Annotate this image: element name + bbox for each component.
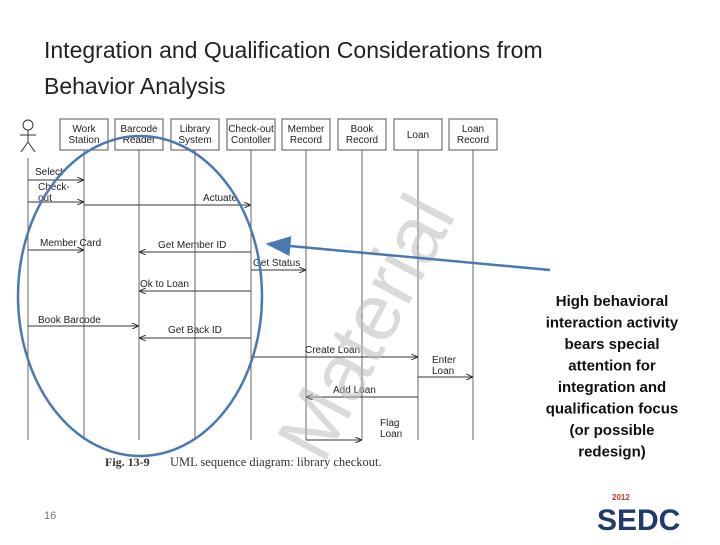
message-label: Flag — [380, 418, 399, 429]
annotation-line: redesign) — [578, 444, 646, 461]
caption-label: Fig. 13-9 — [105, 455, 150, 469]
lifeline-label: Barcode — [120, 124, 158, 135]
lifeline-label: Work — [72, 124, 96, 135]
lifeline-label: Contoller — [231, 135, 272, 146]
annotation-line: integration and — [558, 379, 666, 396]
lifeline-label: Record — [346, 135, 378, 146]
message-label: Get Member ID — [158, 240, 226, 251]
lifeline-label: Loan — [462, 124, 484, 135]
message-label: Enter — [432, 355, 457, 366]
logo-name: SEDC — [597, 504, 680, 537]
title-line: Behavior Analysis — [44, 73, 226, 99]
message-label: Member Card — [40, 238, 101, 249]
highlight-ellipse — [16, 134, 264, 458]
annotation-line: attention for — [568, 358, 656, 375]
title-line: Integration and Qualification Considerat… — [44, 37, 543, 63]
caption: UML sequence diagram: library checkout. — [170, 455, 382, 469]
lifeline-header — [281, 118, 331, 151]
message-label: Add Loan — [333, 385, 376, 396]
lifeline-label: Library — [180, 124, 211, 135]
message-label: Book Barcode — [38, 315, 101, 326]
lifeline-label: Check-out — [228, 124, 274, 135]
message-label: Loan — [432, 366, 454, 377]
lifeline-label: Station — [68, 135, 99, 146]
lifeline-label: System — [178, 135, 211, 146]
actor-head — [22, 119, 34, 131]
lifeline-label: Record — [290, 135, 322, 146]
lifeline-label: Member — [288, 124, 325, 135]
callout-arrow — [265, 236, 551, 272]
message-label: Get Status — [253, 258, 300, 269]
actor-body — [20, 130, 36, 153]
watermark: Material — [260, 181, 472, 474]
lifeline-header — [393, 118, 443, 151]
message-label: Select — [35, 167, 63, 178]
message-label: out — [38, 193, 52, 204]
lifeline-label: Book — [351, 124, 375, 135]
annotation-line: interaction activity — [546, 315, 679, 332]
logo-year: 2012 — [612, 493, 630, 502]
lifeline-label: Loan — [407, 130, 429, 141]
lifeline-header — [448, 118, 498, 151]
lifeline-header — [226, 118, 276, 151]
message-label: Actuate — [203, 193, 237, 204]
page-number: 16 — [44, 510, 56, 522]
message-label: Get Back ID — [168, 325, 222, 336]
annotation-line: High behavioral — [556, 293, 669, 310]
annotation-line: bears special — [564, 336, 659, 353]
message-label: Loan — [380, 429, 402, 440]
lifeline-label: Record — [457, 135, 489, 146]
lifeline-label: Reader — [123, 135, 156, 146]
message-label: Ok to Loan — [140, 279, 189, 290]
annotation: High behavioral interaction activity bears… — [546, 293, 679, 461]
message-label: Check- — [38, 182, 70, 193]
annotation-line: (or possible — [569, 422, 654, 439]
message-label: Create Loan — [305, 345, 360, 356]
annotation-line: qualification focus — [546, 401, 679, 418]
